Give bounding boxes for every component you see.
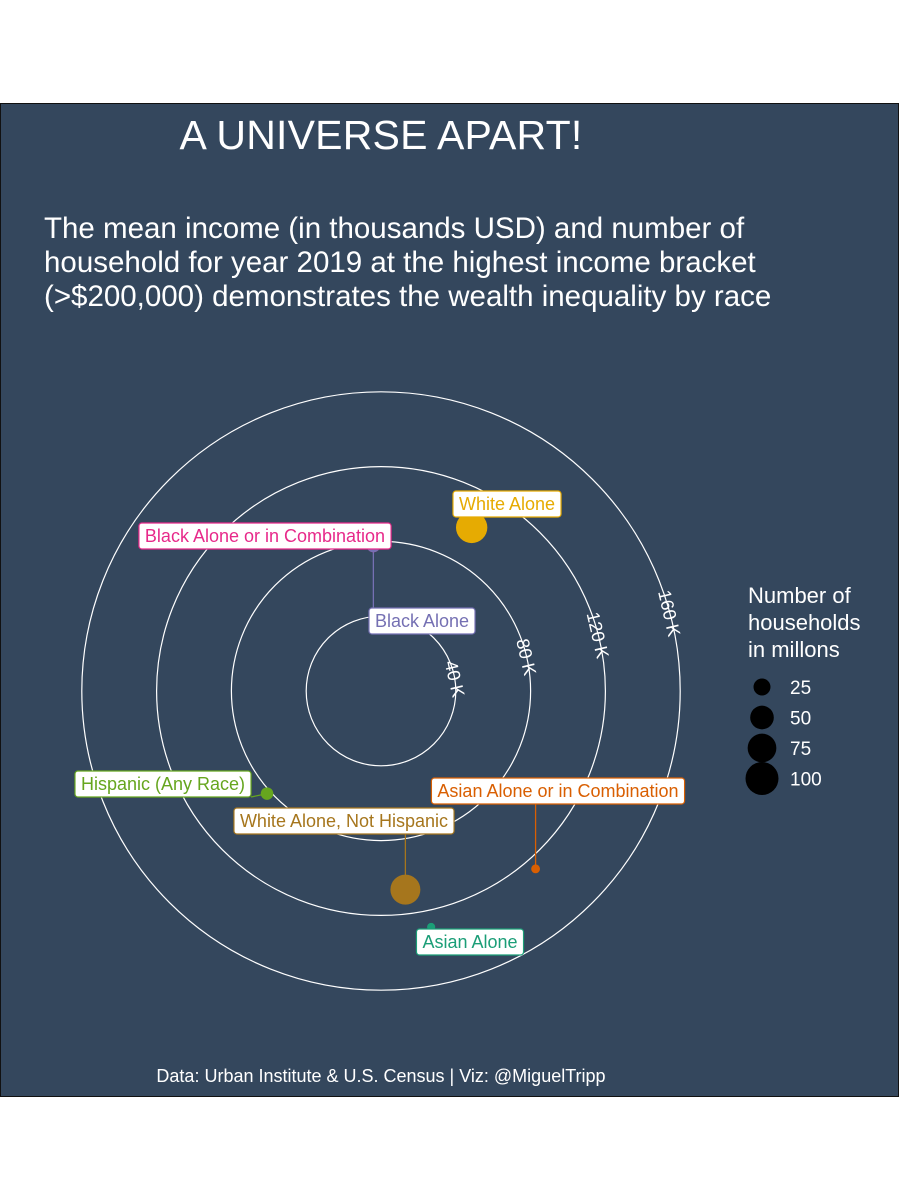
chart-caption: Data: Urban Institute & U.S. Census | Vi…: [156, 1066, 606, 1086]
ring-label-120: 120 K: [583, 610, 613, 660]
label-box-asian-alone: [415, 928, 525, 956]
ring-label-160: 160 K: [654, 588, 684, 638]
label-box-asian-alone-or-in-combination: [430, 777, 686, 805]
label-white-alone: White Alone: [459, 494, 555, 514]
legend-title: Number of households in millons: [748, 583, 861, 662]
point-hispanic-any-race: [260, 787, 274, 800]
label-leaders: [250, 517, 537, 929]
legend-label-75: 75: [790, 739, 811, 760]
ring-120: [156, 466, 606, 916]
label-asian-alone-or-in-combination: Asian Alone or in Combination: [437, 781, 678, 801]
legend-key-100: [745, 762, 779, 795]
chart-plot: 40 K 80 K 120 K 160 K White Alone Black Alon…: [74, 391, 822, 991]
legend-label-100: 100: [790, 770, 822, 791]
data-labels: White Alone Black Alone or in Combination…: [74, 490, 686, 956]
label-box-white-alone: [452, 490, 562, 518]
legend-label-50: 50: [790, 709, 811, 730]
point-asian-alone-or-in-combination: [531, 864, 540, 874]
ring-label-40: 40 K: [441, 659, 469, 700]
point-white-alone-not-hispanic: [390, 874, 421, 905]
chart-title: A UNIVERSE APART!: [179, 112, 583, 158]
chart-subtitle: The mean income (in thousands USD) and n…: [44, 212, 772, 313]
label-black-alone: Black Alone: [375, 611, 469, 631]
size-legend: 25 50 75 100: [745, 678, 822, 795]
legend-key-25: [753, 678, 771, 696]
data-points: [260, 511, 540, 932]
ring-grid: 40 K 80 K 120 K 160 K: [81, 391, 684, 991]
label-box-hispanic-any-race: [74, 770, 252, 798]
legend-key-75: [747, 733, 777, 763]
label-box-black-alone-or-in-combination: [138, 522, 392, 550]
label-asian-alone: Asian Alone: [422, 932, 517, 952]
label-box-black-alone: [368, 607, 476, 635]
label-box-white-alone-not-hispanic: [233, 807, 455, 835]
ring-160: [81, 391, 681, 991]
legend-label-25: 25: [790, 678, 811, 699]
point-white-alone: [455, 511, 488, 544]
label-hispanic-any-race: Hispanic (Any Race): [81, 774, 245, 794]
label-black-alone-or-in-combination: Black Alone or in Combination: [145, 526, 385, 546]
label-white-alone-not-hispanic: White Alone, Not Hispanic: [240, 811, 448, 831]
ring-40: [305, 615, 457, 767]
legend-key-50: [750, 705, 774, 730]
ring-label-80: 80 K: [512, 637, 540, 678]
chart-panel: 40 K 80 K 120 K 160 K White Alone Black Alon…: [0, 103, 899, 1097]
